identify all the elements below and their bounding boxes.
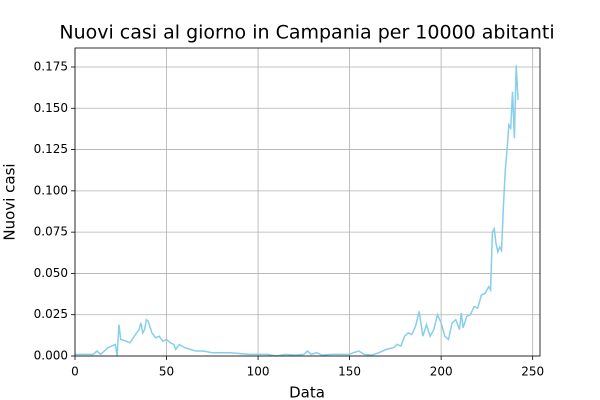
y-tick-label: 0.075 <box>34 225 68 239</box>
x-tick-label: 200 <box>430 365 453 379</box>
y-tick-label: 0.025 <box>34 307 68 321</box>
plot-frame <box>74 47 541 357</box>
x-tick-label: 150 <box>338 365 361 379</box>
x-tick-label: 0 <box>71 365 79 379</box>
y-tick-label: 0.100 <box>34 183 68 197</box>
y-tick-label: 0.150 <box>34 101 68 115</box>
data-line <box>75 65 519 357</box>
y-tick-label: 0.000 <box>34 349 68 363</box>
y-tick-label: 0.175 <box>34 59 68 73</box>
x-axis-label: Data <box>289 384 325 400</box>
x-tick-label: 50 <box>159 365 174 379</box>
y-tick-label: 0.050 <box>34 266 68 280</box>
y-tick-label: 0.125 <box>34 142 68 156</box>
x-tick-label: 250 <box>521 365 544 379</box>
y-axis-label: Nuovi casi <box>1 163 19 240</box>
chart-title: Nuovi casi al giorno in Campania per 100… <box>59 22 554 44</box>
x-tick-label: 100 <box>247 365 270 379</box>
